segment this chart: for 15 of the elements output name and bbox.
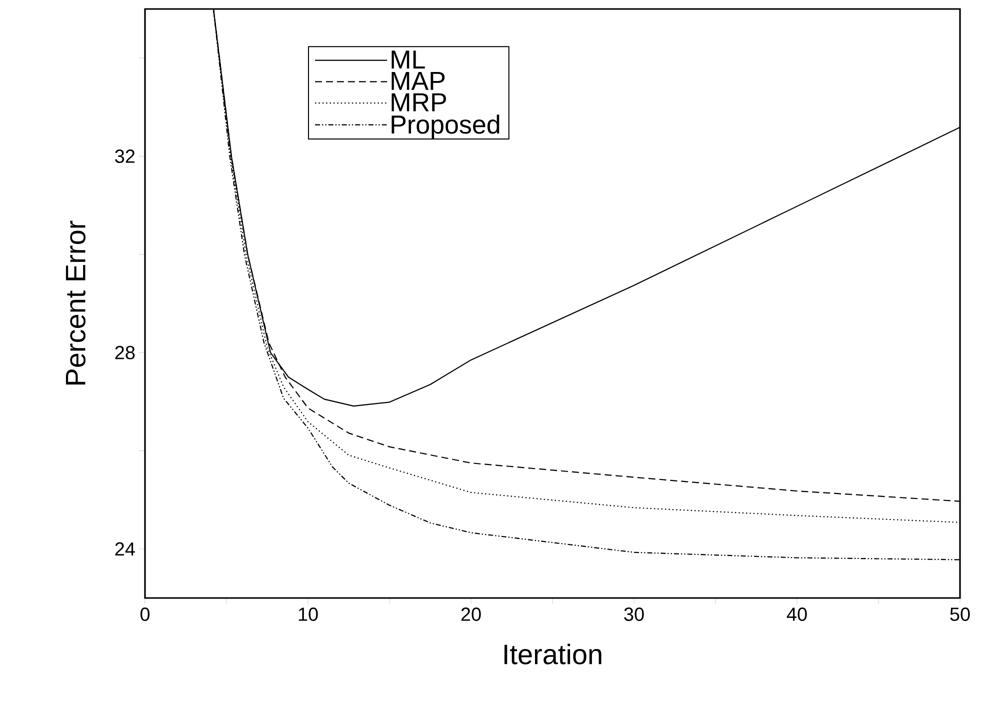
y-tick-label: 28 [115, 346, 135, 360]
legend-label: Proposed [392, 114, 500, 139]
legend-label: MRP [392, 93, 446, 112]
y-axis-title: Percent Error [66, 220, 86, 384]
legend-label: ML [392, 50, 425, 68]
x-tick-label: 0 [140, 608, 150, 621]
x-tick-label: 10 [298, 608, 318, 621]
y-tick-label: 24 [115, 542, 135, 556]
x-tick-label: 50 [950, 608, 970, 621]
x-axis-title: Iteration [504, 644, 602, 664]
x-tick-label: 30 [624, 608, 644, 621]
x-tick-label: 40 [786, 608, 807, 621]
x-tick-label: 20 [461, 608, 481, 621]
legend-label: MAP [392, 72, 445, 90]
y-tick-label: 32 [115, 150, 135, 163]
